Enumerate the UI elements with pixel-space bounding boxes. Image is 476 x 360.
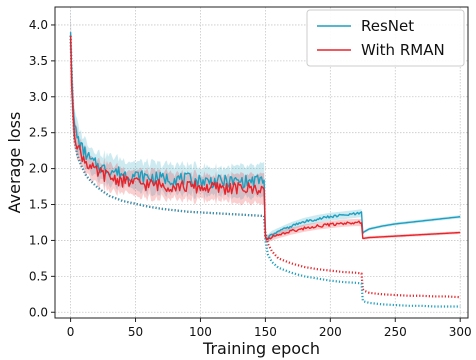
legend: ResNet With RMAN: [306, 9, 465, 67]
y-tick-label: 1.0: [29, 233, 48, 247]
x-tick-label: 250: [384, 325, 407, 339]
variance-band: [70, 10, 461, 243]
y-axis-label: Average loss: [5, 112, 24, 214]
y-tick-label: 1.5: [29, 198, 48, 212]
legend-label-with-rman: With RMAN: [361, 41, 445, 59]
y-tick-label: 0.5: [29, 269, 48, 283]
y-tick-label: 4.0: [29, 18, 48, 32]
y-axis-ticks: 0.0 0.5 1.0 1.5 2.0 2.5 3.0 3.5 4.0: [29, 18, 55, 319]
variance-band: [70, 4, 461, 243]
x-axis-label: Training epoch: [202, 339, 320, 358]
legend-label-resnet: ResNet: [361, 17, 414, 35]
x-tick-label: 100: [189, 325, 212, 339]
y-tick-label: 3.0: [29, 90, 48, 104]
x-tick-label: 150: [254, 325, 277, 339]
x-axis-ticks: 0 50 100 150 200 250 300: [67, 318, 472, 339]
legend-box: [306, 9, 465, 67]
train-loss-line: [69, 35, 461, 241]
x-tick-label: 300: [449, 325, 472, 339]
y-tick-label: 2.5: [29, 126, 48, 140]
variance-bands: [70, 4, 461, 243]
y-tick-label: 0.0: [29, 305, 48, 319]
test-loss-line: [69, 35, 461, 308]
x-tick-label: 0: [67, 325, 75, 339]
series-lines: [69, 32, 461, 308]
x-tick-label: 200: [319, 325, 342, 339]
plot-frame: [54, 6, 469, 319]
y-tick-label: 2.0: [29, 162, 48, 176]
x-tick-label: 50: [128, 325, 143, 339]
y-tick-label: 3.5: [29, 54, 48, 68]
